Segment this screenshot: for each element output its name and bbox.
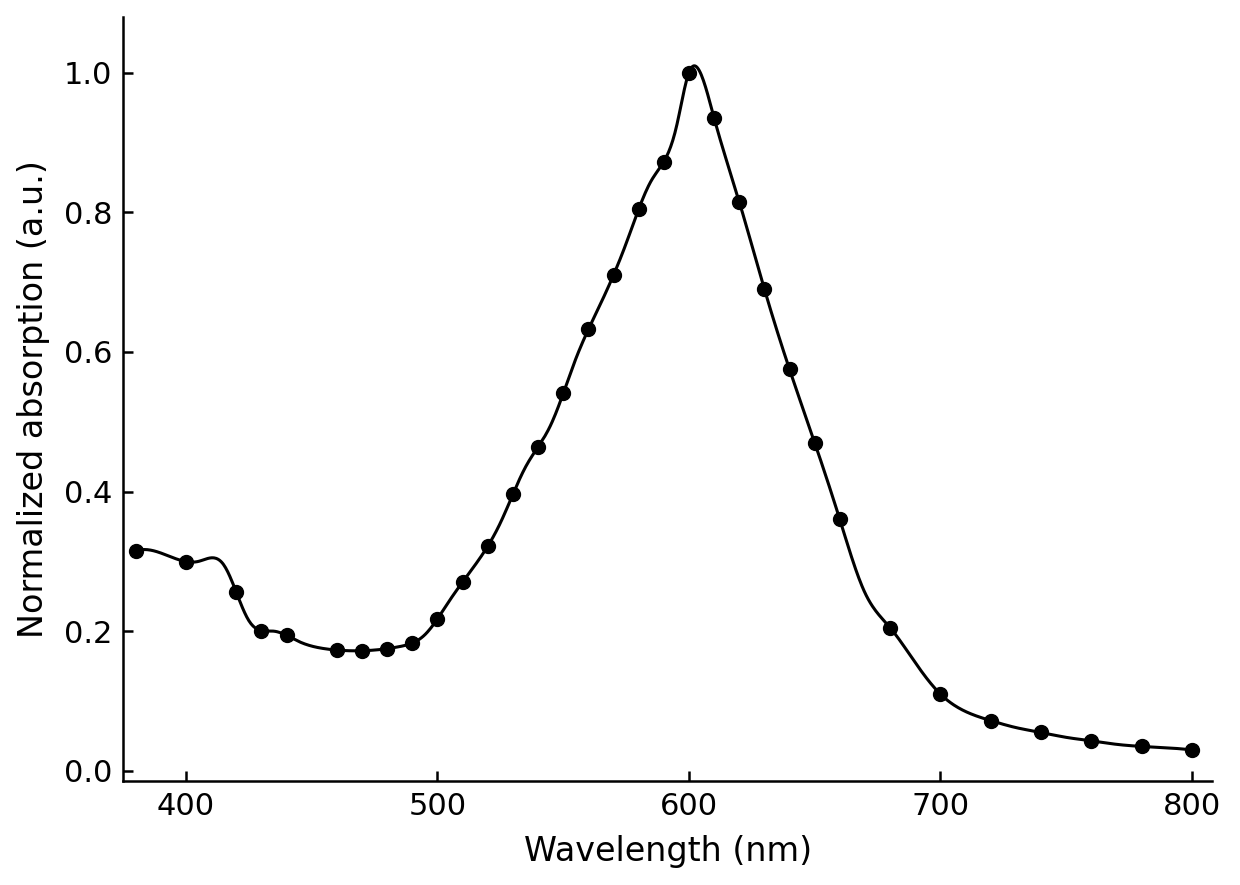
Y-axis label: Normalized absorption (a.u.): Normalized absorption (a.u.) <box>16 160 50 638</box>
X-axis label: Wavelength (nm): Wavelength (nm) <box>523 835 812 868</box>
